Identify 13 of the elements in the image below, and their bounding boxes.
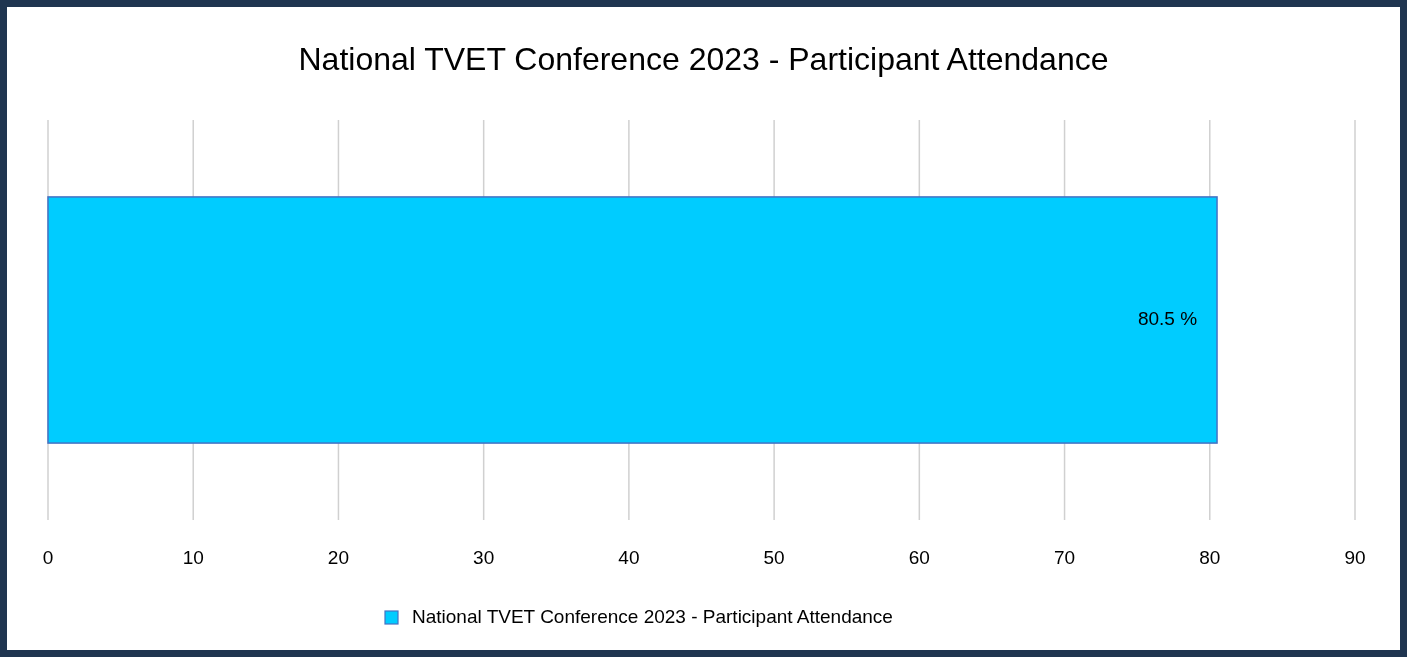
x-tick-label: 70 xyxy=(1053,547,1076,569)
x-tick-label: 30 xyxy=(473,547,495,569)
x-tick-label: 40 xyxy=(618,547,640,569)
x-tick-label: 50 xyxy=(763,547,785,569)
x-tick-label: 0 xyxy=(42,547,54,569)
chart-title: National TVET Conference 2023 - Participant Attendance xyxy=(298,41,1109,78)
x-tick-label: 80 xyxy=(1199,547,1221,569)
x-tick-label: 20 xyxy=(327,547,350,569)
data-label: 80.5 % xyxy=(1137,308,1198,330)
x-tick-label: 10 xyxy=(182,547,204,569)
legend-label: National TVET Conference 2023 - Participant Attendance xyxy=(412,606,893,628)
x-tick-label: 90 xyxy=(1344,547,1366,569)
x-tick-label: 60 xyxy=(908,547,930,569)
